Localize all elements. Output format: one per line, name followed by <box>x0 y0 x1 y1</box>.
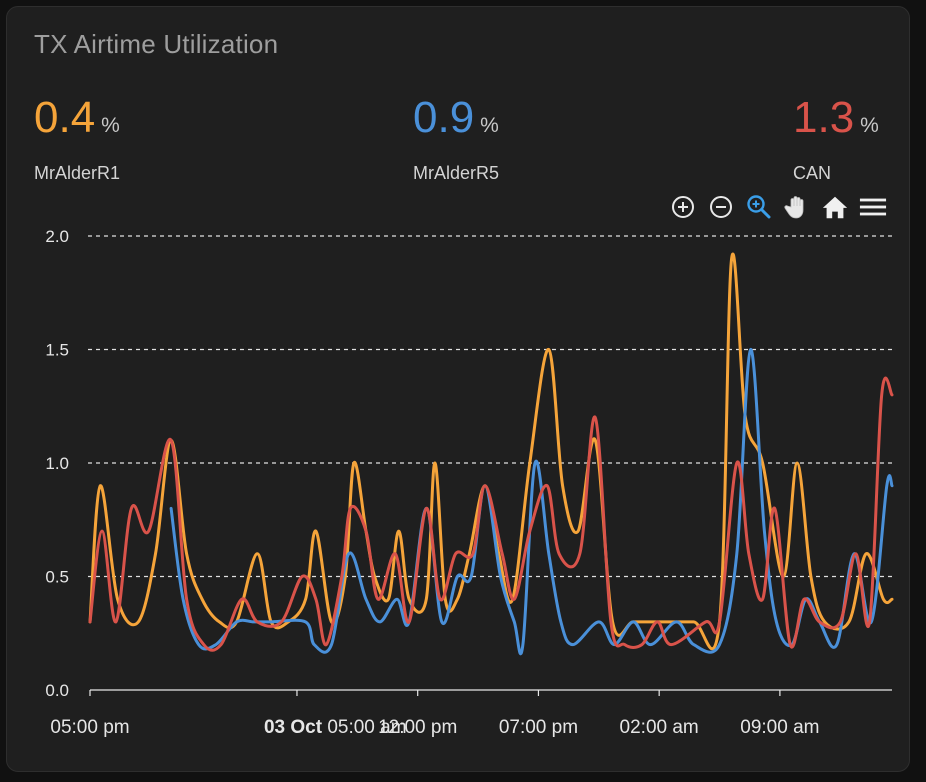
x-tick-label: 09:00 am <box>740 717 819 738</box>
stat-can: 1.3% CAN <box>793 93 879 183</box>
y-tick-label: 0.0 <box>45 681 69 700</box>
stat-unit: % <box>480 114 499 137</box>
x-tick-label: 12:00 pm <box>378 717 457 738</box>
stat-mralderr1: 0.4% MrAlderR1 <box>34 93 120 183</box>
chart-toolbar <box>669 193 887 221</box>
stat-mralderr5: 0.9% MrAlderR5 <box>413 93 499 183</box>
y-tick-label: 1.5 <box>45 341 69 360</box>
selection-zoom-icon[interactable] <box>745 193 773 221</box>
x-tick-label: 03 Oct 05:00 am <box>264 717 407 738</box>
card-title: TX Airtime Utilization <box>34 29 279 59</box>
stat-name: MrAlderR5 <box>413 163 500 183</box>
stat-unit: % <box>101 114 120 137</box>
reset-home-icon[interactable] <box>821 193 849 221</box>
series-line-mralderr5 <box>169 347 894 656</box>
y-tick-label: 0.5 <box>45 568 69 587</box>
x-tick-label: 02:00 am <box>620 717 699 738</box>
y-tick-label: 1.0 <box>45 454 69 473</box>
airtime-card: TX Airtime Utilization 0.4% MrAlderR1 0.… <box>6 6 910 772</box>
pan-hand-icon[interactable] <box>783 193 811 221</box>
menu-icon[interactable] <box>859 193 887 221</box>
stat-value: 0.9 <box>413 93 475 142</box>
stat-name: CAN <box>793 163 832 183</box>
y-tick-label: 2.0 <box>45 227 69 246</box>
zoom-in-icon[interactable] <box>669 193 697 221</box>
stat-unit: % <box>860 114 879 137</box>
stat-name: MrAlderR1 <box>34 163 121 183</box>
stat-value: 0.4 <box>34 93 96 142</box>
zoom-out-icon[interactable] <box>707 193 735 221</box>
x-tick-label: 05:00 pm <box>50 717 129 738</box>
series-line-can <box>88 376 894 652</box>
x-tick-label: 07:00 pm <box>499 717 578 738</box>
stat-value: 1.3 <box>793 93 855 142</box>
